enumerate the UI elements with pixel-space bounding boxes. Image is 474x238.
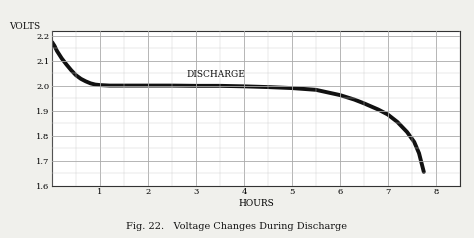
Text: DISCHARGE: DISCHARGE bbox=[186, 70, 246, 79]
X-axis label: HOURS: HOURS bbox=[238, 199, 274, 208]
Text: VOLTS: VOLTS bbox=[9, 22, 41, 31]
Text: Fig. 22.   Voltage Changes During Discharge: Fig. 22. Voltage Changes During Discharg… bbox=[127, 222, 347, 231]
